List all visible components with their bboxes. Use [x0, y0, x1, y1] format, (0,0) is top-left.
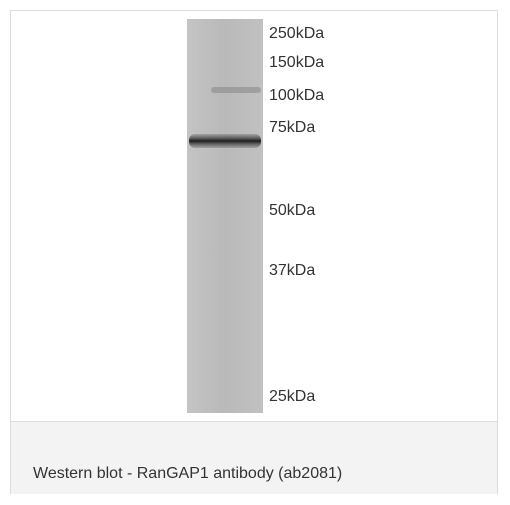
- marker-label: 250kDa: [269, 25, 324, 42]
- marker-label: 150kDa: [269, 54, 324, 71]
- marker-label: 25kDa: [269, 388, 315, 405]
- caption-area: Western blot - RanGAP1 antibody (ab2081): [11, 421, 497, 494]
- figure-frame: 250kDa 150kDa 100kDa 75kDa 50kDa 37kDa 25kDa W…: [10, 10, 498, 494]
- page: 250kDa 150kDa 100kDa 75kDa 50kDa 37kDa 25kDa W…: [0, 0, 510, 505]
- lane: [187, 19, 263, 413]
- marker-label: 50kDa: [269, 202, 315, 219]
- main-band: [189, 134, 261, 148]
- marker-label: 100kDa: [269, 87, 324, 104]
- caption: Western blot - RanGAP1 antibody (ab2081): [33, 466, 342, 482]
- marker-label: 37kDa: [269, 262, 315, 279]
- marker-label: 75kDa: [269, 119, 315, 136]
- faint-band: [211, 87, 261, 93]
- blot-image: 250kDa 150kDa 100kDa 75kDa 50kDa 37kDa 25kDa: [11, 11, 497, 421]
